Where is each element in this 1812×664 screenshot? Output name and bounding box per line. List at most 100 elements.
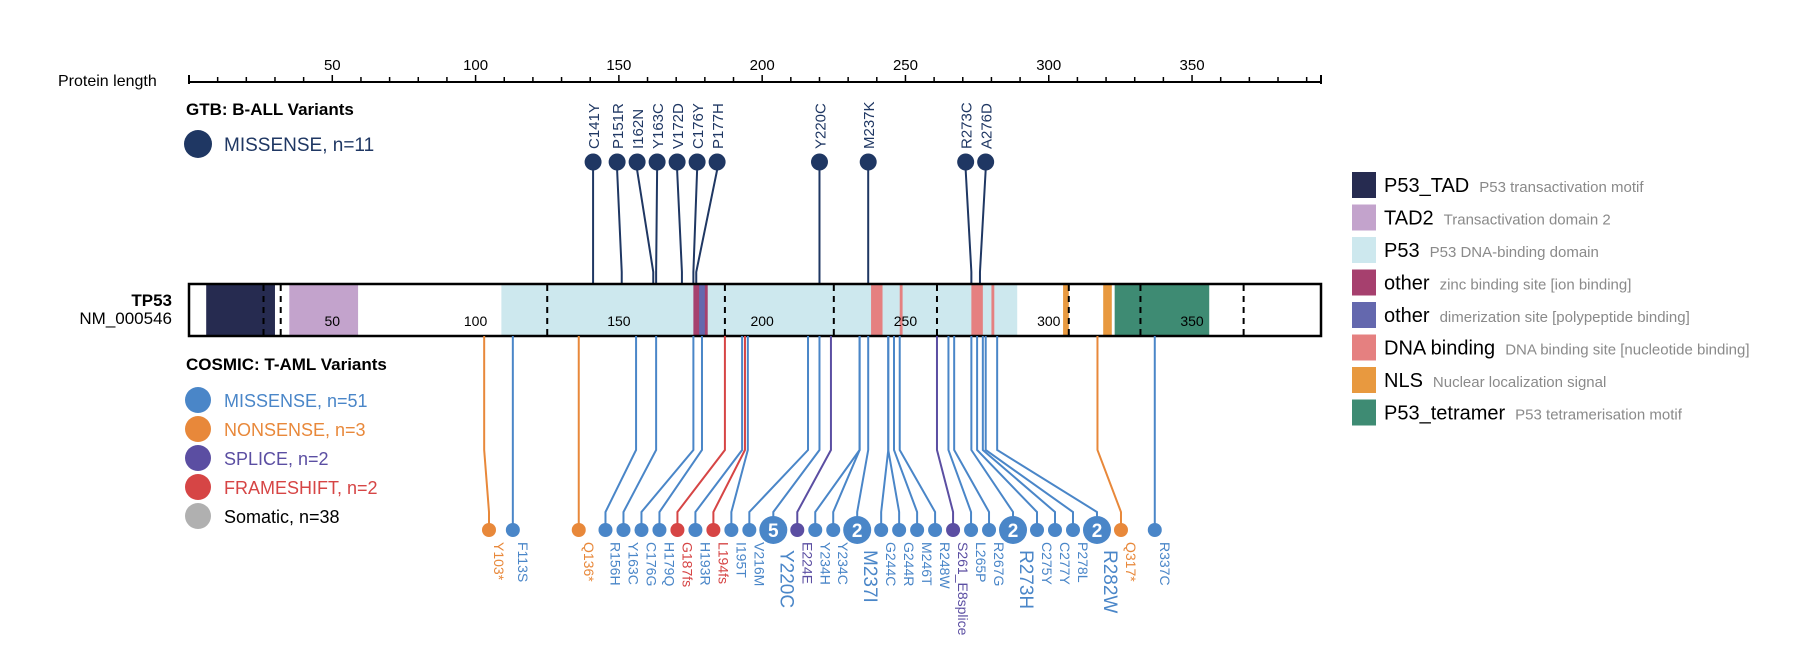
top-variant-label: C176Y <box>690 103 707 149</box>
domain-legend-entry: P53 P53 DNA-binding domain <box>1384 240 1599 262</box>
bottom-variant-dot <box>910 523 925 537</box>
bottom-legend-label: FRAMESHIFT, n=2 <box>224 478 378 498</box>
bottom-track-legend: MISSENSE, n=51 NONSENSE, n=3 SPLICE, n=2 FR… <box>185 387 378 529</box>
domain-legend-desc: Transactivation domain 2 <box>1444 212 1611 229</box>
bottom-variant-stem <box>730 336 749 530</box>
bottom-variant-dot <box>670 523 685 537</box>
domain-legend-name: TAD2 <box>1384 208 1434 230</box>
domain-block <box>1114 284 1210 336</box>
axis-tick-label: 100 <box>463 57 488 74</box>
domain-legend-desc: P53 DNA-binding domain <box>1430 244 1599 261</box>
top-variant-label: R273C <box>959 102 976 149</box>
axis-tick-label: 250 <box>893 57 918 74</box>
bottom-variant-label: R337C <box>1157 542 1173 586</box>
top-variant-dot <box>957 153 975 171</box>
bottom-variant-dot <box>946 523 961 537</box>
bottom-variant-label: F113S <box>515 542 531 582</box>
domain-legend-name: NLS <box>1384 370 1423 392</box>
domain-legend-swatch <box>1352 367 1376 393</box>
bottom-variant-stem <box>953 336 991 530</box>
top-variant-dot <box>810 153 828 171</box>
bottom-variant-dot <box>742 523 757 537</box>
bottom-variant-dot <box>928 523 943 537</box>
bar-position-label: 350 <box>1180 313 1204 329</box>
top-variant-dot <box>608 153 626 171</box>
bottom-variant-dot <box>1082 516 1111 544</box>
domain-legend-entry: TAD2 Transactivation domain 2 <box>1384 208 1611 230</box>
domain-legend-entry: P53_TAD P53 transactivation motif <box>1384 175 1644 197</box>
top-variant-label: I162N <box>630 109 647 149</box>
bottom-legend-dot <box>185 387 211 413</box>
domain-legend-entry: P53_tetramer P53 tetramerisation motif <box>1384 403 1683 425</box>
bottom-variant-dot <box>688 523 703 537</box>
domain-block <box>1103 284 1112 336</box>
top-variant-label: P151R <box>610 103 627 149</box>
top-variant-label: A276D <box>979 103 996 149</box>
top-track-variants: C141Y P151R I162N Y163C V172D C176Y P177H Y220C… <box>584 101 996 284</box>
domain-block <box>1063 284 1069 336</box>
bottom-variant-dot <box>964 523 979 537</box>
domain-legend-swatch <box>1352 204 1376 231</box>
top-variant-dot <box>859 153 877 171</box>
bottom-variant-stem <box>898 336 937 530</box>
bottom-variant-stem <box>976 336 1039 530</box>
bottom-legend-dot <box>185 503 211 529</box>
domain-legend-desc: P53 transactivation motif <box>1479 179 1644 196</box>
bottom-variant-label: R273H <box>1015 550 1036 609</box>
axis-tick-label: 200 <box>750 57 775 74</box>
top-variant-label: Y220C <box>812 103 829 149</box>
top-track-title: GTB: B-ALL Variants <box>186 100 354 119</box>
domain-legend-name: other <box>1384 305 1430 327</box>
bottom-variant-stem <box>694 336 744 530</box>
bottom-variant-label: M246T <box>919 542 935 586</box>
bottom-variant-label: M237I <box>859 550 880 603</box>
domain-legend-name: other <box>1384 273 1430 295</box>
top-variant-dot <box>628 153 646 171</box>
top-variant-label: V172D <box>670 103 687 149</box>
bottom-variant-stem <box>887 336 901 530</box>
gene-name: TP53 <box>131 291 172 310</box>
domain-legend-entry: NLS Nuclear localization signal <box>1384 370 1606 392</box>
bottom-variant-dot <box>1065 523 1080 537</box>
bottom-variant-stem <box>984 336 1074 530</box>
bottom-legend-label: SPLICE, n=2 <box>224 449 329 469</box>
domain-legend-desc: P53 tetramerisation motif <box>1515 407 1683 424</box>
bottom-variant-label: H179Q <box>661 542 677 586</box>
bottom-variant-label: G244R <box>901 542 917 586</box>
top-variant-dot <box>648 153 666 171</box>
bottom-legend-dot <box>185 445 211 471</box>
top-variant-label: P177H <box>710 103 727 149</box>
bottom-variant-stem <box>947 336 973 530</box>
bottom-variant-stem <box>622 336 658 530</box>
bottom-variant-dot <box>892 523 907 537</box>
bottom-legend-label: NONSENSE, n=3 <box>224 420 366 440</box>
bottom-variant-dot <box>482 523 496 537</box>
bottom-variant-dot <box>759 516 788 544</box>
bottom-variant-stem <box>604 336 638 530</box>
bottom-variant-stem <box>935 336 955 530</box>
bottom-variant-dot <box>616 523 631 537</box>
bottom-variant-label: V216M <box>751 542 767 586</box>
domain-block <box>206 284 275 336</box>
domain-legend-desc: dimerization site [polypeptide binding] <box>1440 309 1690 326</box>
axis-tick-label: 150 <box>606 57 631 74</box>
top-variant-stem <box>655 160 659 284</box>
top-variant-stem <box>695 160 719 284</box>
bottom-variant-dot <box>724 523 739 537</box>
bottom-variant-stem <box>712 336 746 530</box>
domain-legend-swatch <box>1352 334 1376 361</box>
top-variant-stem <box>692 160 699 284</box>
bottom-variant-stem <box>658 336 703 530</box>
domain-legend-swatch <box>1352 237 1376 263</box>
bottom-variant-count: 2 <box>852 521 863 542</box>
bottom-variant-dot <box>1030 523 1045 537</box>
bottom-variant-stem <box>483 336 490 530</box>
domain-legend-name: P53 <box>1384 240 1420 262</box>
bottom-variant-dot <box>634 523 649 537</box>
bottom-variant-dot <box>999 516 1028 544</box>
bottom-variant-dot <box>982 523 997 537</box>
top-variant-dot <box>584 153 602 171</box>
bottom-variant-label: G244C <box>883 542 899 586</box>
bottom-variant-label: Y220C <box>775 550 796 608</box>
